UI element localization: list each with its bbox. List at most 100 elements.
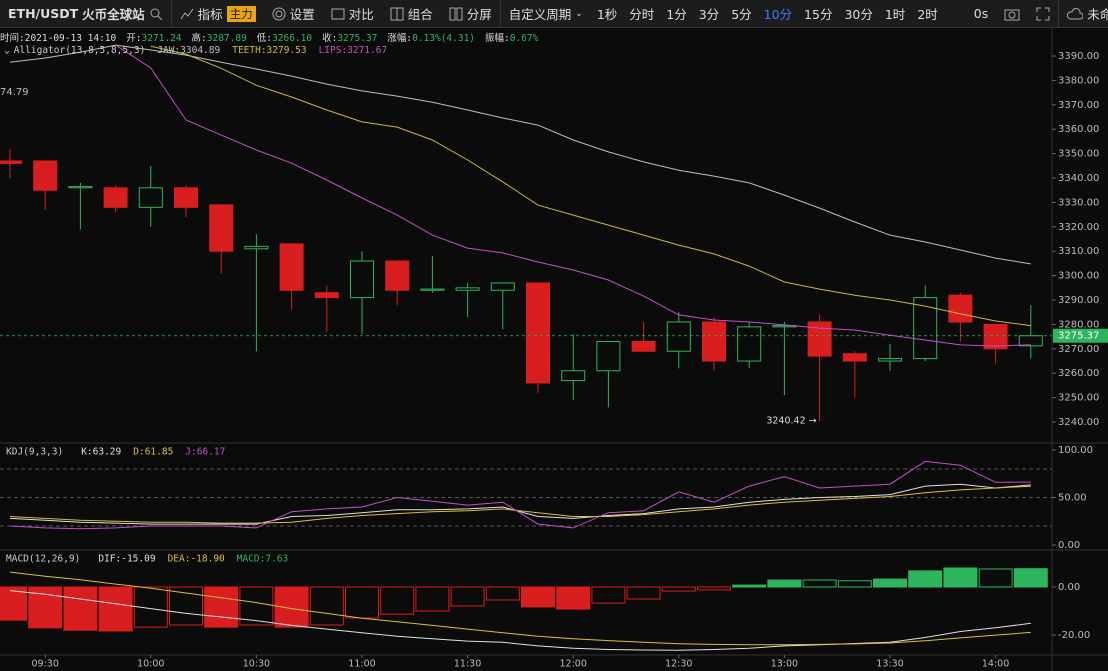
x-tick-label: 12:30 <box>665 659 692 670</box>
y-tick-label: 3350.00 <box>1058 149 1099 160</box>
period[interactable]: 10分 <box>763 7 793 22</box>
time: 时间:2021-09-13 14:10 <box>0 33 117 44</box>
candle-body <box>279 243 304 291</box>
legend-entry: MACD(12,26,9) <box>6 554 80 565</box>
candle-body <box>103 187 128 208</box>
y-tick-label: 0.00 <box>1058 582 1080 593</box>
macd-bar <box>63 586 98 631</box>
fullscreen-icon <box>1036 7 1050 20</box>
period[interactable]: 3分 <box>698 7 720 22</box>
badge: 主力 <box>226 5 256 22</box>
candle-body <box>455 287 480 291</box>
macd-bar <box>802 579 837 588</box>
macd-bar <box>837 580 872 588</box>
camera-btn[interactable] <box>996 0 1028 27</box>
info-label: 振幅: <box>485 33 510 44</box>
combine: 组合 <box>407 7 433 22</box>
countdown-box: 0s <box>966 0 996 27</box>
split-icon <box>449 7 463 20</box>
candle-body <box>138 187 163 208</box>
candle-body <box>842 353 867 362</box>
y-tick-label: 3280.00 <box>1058 319 1099 330</box>
info-label: 收: <box>322 33 338 44</box>
legend-entry: KDJ(9,3,3) <box>6 447 63 458</box>
indicators-btn[interactable]: 指标 主力 <box>172 0 264 27</box>
legend-entry: J:66.17 <box>185 447 225 458</box>
y-tick-label: -20.00 <box>1058 630 1090 641</box>
info-label: 开: <box>126 33 142 44</box>
period[interactable]: 5分 <box>731 7 752 22</box>
layout-btn[interactable]: 未命名⌄ <box>1059 0 1108 27</box>
y-tick-label: 3320.00 <box>1058 222 1099 233</box>
macd-bar <box>380 586 415 615</box>
macd-bar <box>415 586 450 612</box>
legend-entry: D:61.85 <box>133 447 173 458</box>
settings-btn[interactable]: 设置 <box>264 0 323 27</box>
macd-bar <box>0 586 27 621</box>
periods: 1秒 分时 1分 3分 5分 10分 15分 30分 1时 2时 <box>591 4 944 23</box>
compare: 对比 <box>348 7 374 22</box>
indicator-line <box>9 460 1031 530</box>
fullscreen-btn[interactable] <box>1028 0 1060 27</box>
combine-icon <box>390 7 404 20</box>
indicator-line <box>9 483 1031 525</box>
y-tick-label: 3240.00 <box>1058 417 1099 428</box>
legend-entry: DIF:-15.09 <box>98 554 155 565</box>
plot <box>0 44 1043 421</box>
search-icon[interactable] <box>149 7 163 21</box>
macd-bar <box>767 579 802 588</box>
info-value: 0.67% <box>509 33 539 44</box>
exchange: 火币全球站 <box>82 7 145 22</box>
macd-bar <box>309 586 344 626</box>
custom-period-btn[interactable]: 自定义周期 ⌄ <box>501 0 591 27</box>
macd-bar <box>239 586 274 626</box>
y-tick-label: 3250.00 <box>1058 393 1099 404</box>
legend-title: Alligator(13,8,5,8,5,3) <box>13 45 146 56</box>
candle-body <box>666 321 691 352</box>
countdown: 0s <box>973 6 989 21</box>
period[interactable]: 1时 <box>884 7 906 22</box>
indicator-line <box>9 590 1031 651</box>
compare-btn[interactable]: 对比 <box>323 0 382 27</box>
period[interactable]: 30分 <box>844 7 873 22</box>
combine-btn[interactable]: 组合 <box>382 0 441 27</box>
indicator-line <box>9 571 1031 646</box>
legend-entry: LIPS:3271.67 <box>318 45 388 56</box>
plot <box>0 567 1048 651</box>
custom-period: 自定义周期 <box>508 7 572 22</box>
macd-bar <box>485 586 520 601</box>
info-label: 低: <box>256 33 273 44</box>
candle-body <box>948 294 973 323</box>
period[interactable]: 15分 <box>804 7 833 22</box>
settings: 设置 <box>289 7 315 22</box>
y-tick-label: 3270.00 <box>1058 344 1099 355</box>
candle-body <box>244 245 269 250</box>
layout-name: 未命名 <box>1087 7 1108 22</box>
period[interactable]: 2时 <box>917 7 938 22</box>
split-btn[interactable]: 分屏 <box>441 0 501 27</box>
annotation: 74.79 <box>0 87 29 98</box>
info-value: 3275.37 <box>337 33 378 44</box>
low-annotation: 3240.42 → <box>766 415 816 426</box>
candle-body <box>68 186 93 189</box>
period[interactable]: 1秒 <box>596 7 618 22</box>
macd-bar <box>345 586 379 619</box>
candle-body <box>913 297 938 360</box>
y-tick-label: 3370.00 <box>1058 100 1099 111</box>
period[interactable]: 分时 <box>629 7 655 22</box>
macd-bar <box>943 567 978 588</box>
y-tick-label: 100.00 <box>1058 445 1093 456</box>
camera-icon <box>1004 9 1020 20</box>
period[interactable]: 1分 <box>666 7 687 22</box>
x-tick-label: 12:00 <box>560 659 587 670</box>
indicator-icon <box>180 8 194 19</box>
symbol[interactable]: ETH/USDT 火币全球站 <box>0 0 172 27</box>
candle-body <box>596 341 621 372</box>
indicator-line <box>9 485 1031 524</box>
candle-body <box>526 282 550 384</box>
candle-body <box>878 358 902 362</box>
alligator-legend: ⌄ Alligator(13,8,5,8,5,3) JAW:3304.89 TEETH… <box>4 45 388 56</box>
gear-icon <box>272 7 286 20</box>
macd-bar <box>556 586 591 610</box>
y-tick-label: 3330.00 <box>1058 197 1099 208</box>
